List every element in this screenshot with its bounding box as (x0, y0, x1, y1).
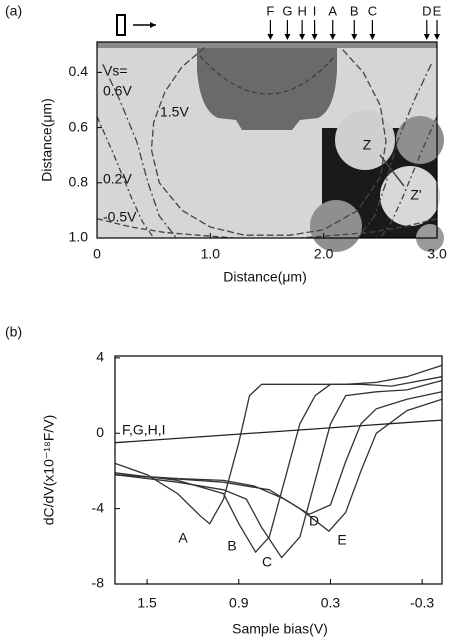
series-label: D (309, 513, 319, 529)
tip-symbol (116, 14, 126, 36)
plot-frame (96, 41, 438, 239)
inset-dot (380, 166, 440, 226)
series-label: F,G,H,I (122, 422, 166, 438)
x-tick-label: 0.3 (321, 595, 341, 611)
x-tick-label: -0.3 (410, 595, 434, 611)
position-label: D (422, 3, 431, 18)
surface-strip (97, 42, 437, 48)
inner-contour (199, 55, 336, 95)
position-label: B (350, 3, 359, 18)
y-tick-label: 1.0 (69, 229, 89, 245)
plot-frame (114, 355, 443, 585)
y-tick-label: -8 (92, 575, 105, 591)
x-tick-label: 1.5 (137, 595, 157, 611)
y-axis-label: dC/dV(x10⁻¹⁸F/V) (41, 415, 57, 526)
series-label: 1.5V (160, 104, 189, 120)
y-tick-label: 0.6 (69, 118, 89, 134)
x-tick-label: 0 (93, 246, 101, 262)
position-arrow-head (284, 34, 291, 40)
series-line (150, 47, 387, 236)
annotation: Vs= (103, 63, 128, 79)
position-label: G (282, 3, 292, 18)
panel-label: (b) (5, 324, 22, 340)
series-line (114, 364, 443, 525)
series-line (114, 379, 443, 559)
position-label: F (266, 3, 274, 18)
position-arrow-head (434, 34, 440, 40)
inset-image (310, 110, 444, 252)
position-arrow-head (311, 34, 318, 40)
annotation: Z' (410, 187, 421, 203)
position-arrow-head (369, 34, 376, 40)
position-label: C (368, 3, 377, 18)
series-line (102, 63, 432, 239)
position-arrow-head (329, 34, 336, 40)
y-tick-label: 0 (96, 424, 104, 440)
position-arrow-head (351, 34, 358, 40)
series-label: A (178, 530, 188, 546)
depletion-region (197, 48, 337, 130)
series-line (96, 116, 438, 239)
x-axis-label: Distance(μm) (223, 269, 307, 285)
y-tick-label: -4 (92, 499, 105, 515)
y-tick-label: 4 (96, 349, 104, 365)
y-tick-label: 0.8 (69, 173, 89, 189)
annotation: Z (363, 137, 372, 153)
series-label: 0.6V (103, 83, 132, 99)
series-line (114, 391, 443, 516)
scan-arrow-head (150, 22, 156, 28)
series-line (114, 376, 443, 554)
y-tick-label: 0.4 (69, 63, 89, 79)
series-line (114, 398, 443, 533)
inset-line (379, 154, 405, 187)
series-line (114, 419, 443, 444)
position-label: I (313, 3, 317, 18)
series-label: -0.5V (103, 209, 137, 225)
position-label: H (297, 3, 306, 18)
inset-dot (396, 116, 444, 164)
position-arrow-head (423, 34, 430, 40)
position-arrow-head (299, 34, 306, 40)
position-label: A (328, 3, 337, 18)
series-label: E (337, 532, 346, 548)
panel-label: (a) (5, 3, 22, 19)
x-tick-label: 3.0 (427, 246, 447, 262)
series-label: 0.2V (103, 171, 132, 187)
position-arrow-head (267, 34, 274, 40)
x-tick-label: 0.9 (229, 595, 249, 611)
x-tick-label: 1.0 (201, 246, 221, 262)
x-tick-label: 2.0 (314, 246, 334, 262)
position-label: E (433, 3, 442, 18)
series-label: C (262, 554, 272, 570)
series-line (96, 218, 438, 239)
y-axis-label: Distance(μm) (39, 98, 55, 182)
series-label: B (227, 538, 236, 554)
x-axis-label: Sample bias(V) (232, 621, 328, 637)
inset-dot (310, 200, 362, 252)
